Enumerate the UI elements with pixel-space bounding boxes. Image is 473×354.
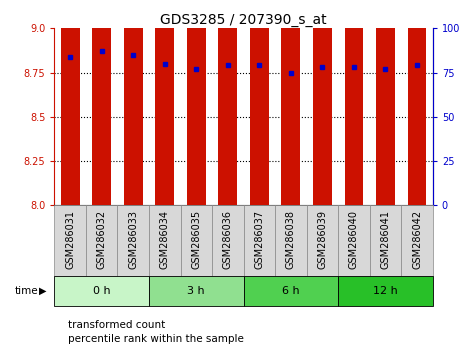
Bar — [338, 276, 433, 306]
Bar — [54, 205, 86, 276]
Text: 3 h: 3 h — [187, 286, 205, 296]
Text: ▶: ▶ — [39, 286, 47, 296]
Text: percentile rank within the sample: percentile rank within the sample — [69, 334, 245, 344]
Bar — [54, 276, 149, 306]
Bar — [149, 205, 181, 276]
Bar — [338, 205, 370, 276]
Text: GSM286041: GSM286041 — [380, 210, 391, 269]
Bar — [408, 0, 427, 205]
Bar — [313, 0, 332, 205]
Bar — [181, 205, 212, 276]
Bar — [149, 276, 244, 306]
Bar — [155, 0, 174, 205]
Bar — [117, 205, 149, 276]
Bar — [212, 205, 244, 276]
Bar — [281, 0, 300, 205]
Text: transformed count: transformed count — [69, 320, 166, 330]
Text: 0 h: 0 h — [93, 286, 111, 296]
Text: GSM286038: GSM286038 — [286, 210, 296, 269]
Bar — [244, 205, 275, 276]
Text: GSM286033: GSM286033 — [128, 210, 138, 269]
Bar — [92, 0, 111, 205]
Bar — [376, 0, 395, 205]
Bar — [344, 0, 363, 205]
Bar — [275, 205, 307, 276]
Text: GSM286040: GSM286040 — [349, 210, 359, 269]
Text: 12 h: 12 h — [373, 286, 398, 296]
Bar — [86, 205, 117, 276]
Text: GSM286034: GSM286034 — [160, 210, 170, 269]
Bar — [219, 0, 237, 205]
Text: GSM286031: GSM286031 — [65, 210, 75, 269]
Bar — [244, 276, 338, 306]
Text: time: time — [14, 286, 38, 296]
Bar — [124, 0, 143, 205]
Text: 6 h: 6 h — [282, 286, 300, 296]
Title: GDS3285 / 207390_s_at: GDS3285 / 207390_s_at — [160, 13, 327, 27]
Text: GSM286032: GSM286032 — [96, 210, 107, 269]
Bar — [250, 0, 269, 205]
Bar — [187, 0, 206, 205]
Bar — [370, 205, 401, 276]
Text: GSM286037: GSM286037 — [254, 210, 264, 269]
Bar — [401, 205, 433, 276]
Text: GSM286039: GSM286039 — [317, 210, 327, 269]
Text: GSM286042: GSM286042 — [412, 210, 422, 269]
Bar — [307, 205, 338, 276]
Bar — [61, 0, 79, 205]
Text: GSM286035: GSM286035 — [191, 210, 201, 269]
Text: GSM286036: GSM286036 — [223, 210, 233, 269]
